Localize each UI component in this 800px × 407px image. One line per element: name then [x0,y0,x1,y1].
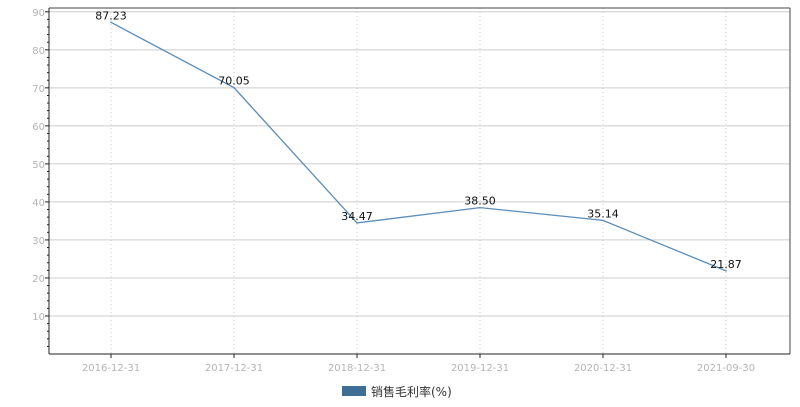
x-tick-label: 2019-12-31 [451,363,509,374]
y-tick-label: 60 [32,122,45,133]
y-tick-labels: 10 20 30 40 50 60 70 80 90 [32,8,45,323]
data-point [479,206,481,209]
data-point [110,21,112,24]
data-point [356,222,358,224]
legend[interactable]: 销售毛利率(%) [342,384,452,399]
legend-label[interactable]: 销售毛利率(%) [371,384,452,399]
x-tick-label: 2018-12-31 [328,363,386,374]
data-label: 21.87 [710,258,742,271]
data-label: 87.23 [95,9,127,22]
x-tick-label: 2020-12-31 [574,363,632,374]
x-tick-label: 2016-12-31 [82,363,140,374]
y-tick-label: 30 [32,236,45,247]
data-point [233,86,235,89]
y-tick-label: 40 [32,198,45,209]
data-label: 70.05 [218,75,250,88]
data-label: 35.14 [587,207,619,220]
y-tick-label: 70 [32,84,45,95]
axes [45,7,791,358]
data-point [602,219,604,222]
y-tick-label: 20 [32,274,45,285]
y-tick-label: 80 [32,46,45,57]
y-tick-label: 90 [32,8,45,19]
legend-swatch[interactable] [342,386,366,396]
data-label: 34.47 [341,210,373,223]
y-tick-label: 50 [32,160,45,171]
data-point [725,270,727,272]
x-tick-labels: 2016-12-31 2017-12-31 2018-12-31 2019-12-31… [82,363,755,374]
grid [49,8,790,354]
x-tick-label: 2017-12-31 [205,363,263,374]
series-line [110,21,727,272]
data-labels: 87.23 70.05 34.47 38.50 35.14 21.87 [95,9,742,271]
x-tick-label: 2021-09-30 [697,363,755,374]
y-tick-label: 10 [32,312,45,323]
series-layer [110,21,727,272]
data-label: 38.50 [464,195,496,208]
